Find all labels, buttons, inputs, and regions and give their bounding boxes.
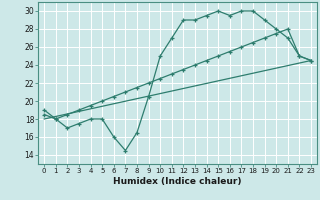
X-axis label: Humidex (Indice chaleur): Humidex (Indice chaleur)	[113, 177, 242, 186]
